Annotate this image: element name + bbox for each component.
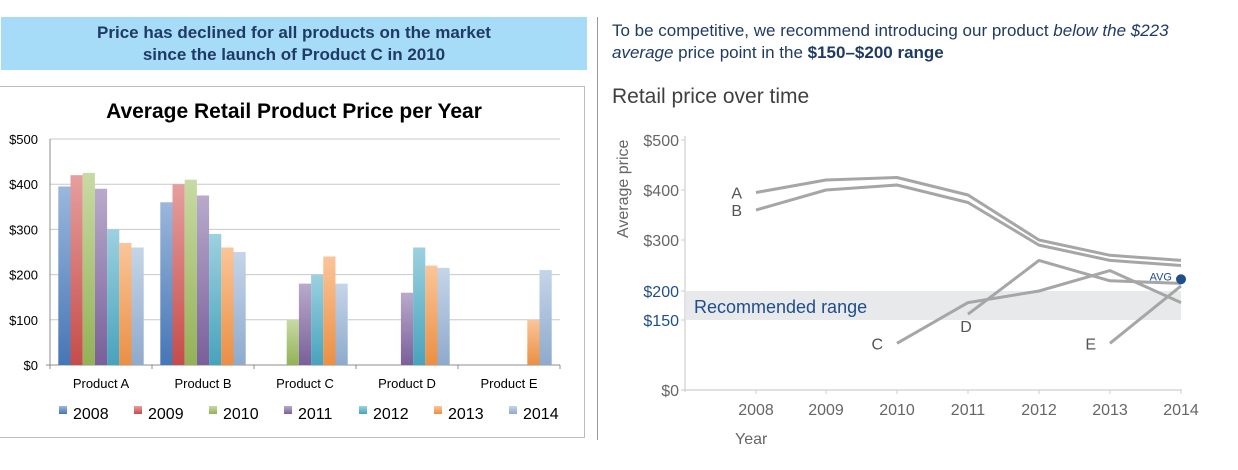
legend-label: 2011 bbox=[298, 406, 333, 423]
x-tick-label: Product A bbox=[73, 376, 130, 391]
y-tick-label: $500 bbox=[9, 132, 38, 147]
rec-text-bold: $150–$200 range bbox=[807, 43, 944, 62]
y-tick-label: $150 bbox=[643, 313, 679, 330]
bar bbox=[131, 247, 144, 365]
bar bbox=[233, 252, 246, 365]
y-tick-label: $500 bbox=[643, 133, 679, 150]
bar bbox=[82, 172, 95, 365]
x-tick-label: 2010 bbox=[879, 402, 915, 419]
bar-chart: Average Retail Product Price per Year $0… bbox=[9, 100, 561, 423]
legend-label: 2012 bbox=[373, 406, 409, 423]
bar bbox=[184, 179, 197, 365]
y-tick-label: $0 bbox=[661, 383, 679, 400]
x-axis-title: Year bbox=[735, 431, 768, 448]
bar bbox=[425, 265, 438, 365]
series-line bbox=[755, 176, 1182, 262]
legend-swatch bbox=[134, 406, 142, 414]
y-tick-label: $0 bbox=[24, 358, 38, 373]
bar bbox=[311, 274, 324, 365]
x-tick-label: Product D bbox=[378, 376, 436, 391]
panel-divider bbox=[597, 17, 598, 440]
headline-banner: Price has declined for all products on t… bbox=[1, 17, 587, 70]
series-label: C bbox=[871, 336, 883, 353]
bar bbox=[107, 229, 120, 365]
bar bbox=[221, 247, 234, 365]
x-tick-label: 2013 bbox=[1092, 402, 1128, 419]
legend-swatch bbox=[284, 406, 292, 414]
x-tick-label: Product E bbox=[480, 376, 537, 391]
line-chart-title: Retail price over time bbox=[612, 85, 810, 108]
bar bbox=[70, 175, 83, 365]
x-tick-label: Product C bbox=[276, 376, 334, 391]
bar bbox=[286, 319, 299, 365]
series-label: D bbox=[960, 319, 972, 336]
avg-label: AVG bbox=[1150, 271, 1172, 283]
series-line bbox=[755, 183, 1182, 267]
rec-text-1: To be competitive, we recommend introduc… bbox=[612, 21, 1054, 40]
y-tick-label: $300 bbox=[643, 233, 679, 250]
legend-swatch bbox=[509, 406, 517, 414]
y-tick-label: $100 bbox=[9, 313, 38, 328]
x-tick-label: 2009 bbox=[808, 402, 844, 419]
y-tick-label: $400 bbox=[9, 177, 38, 192]
x-tick-label: Product B bbox=[174, 376, 231, 391]
bar bbox=[119, 242, 132, 365]
line-chart: Recommended range $0 $150 $200 $300 $400 $500… bbox=[615, 133, 1199, 448]
legend-swatch bbox=[209, 406, 217, 414]
bar bbox=[323, 256, 336, 365]
y-tick-label: $300 bbox=[9, 222, 38, 237]
rec-text-2: price point in the bbox=[673, 43, 808, 62]
legend-swatch bbox=[59, 406, 67, 414]
x-tick-label: 2008 bbox=[738, 402, 774, 419]
x-tick-label: 2011 bbox=[951, 402, 986, 419]
bar bbox=[298, 283, 312, 365]
series-line bbox=[1109, 284, 1182, 345]
x-tick-label: 2012 bbox=[1021, 402, 1057, 419]
y-tick-label: $200 bbox=[643, 284, 679, 301]
series-label: A bbox=[731, 186, 742, 203]
bar bbox=[437, 267, 450, 365]
bar bbox=[527, 319, 540, 365]
legend-swatch bbox=[359, 406, 367, 414]
y-tick-label: $400 bbox=[643, 183, 679, 200]
x-tick-label: 2014 bbox=[1163, 402, 1199, 419]
bar bbox=[335, 283, 348, 365]
y-axis-title: Average price bbox=[615, 139, 632, 238]
headline-line-2: since the launch of Product C in 2010 bbox=[142, 44, 446, 64]
avg-marker bbox=[1176, 274, 1186, 285]
rec-text-italic: below the $223 average bbox=[612, 21, 1169, 62]
bar bbox=[196, 195, 210, 365]
bar bbox=[172, 184, 185, 365]
bar bbox=[413, 247, 426, 365]
bar-chart-frame bbox=[0, 86, 585, 438]
legend-label: 2010 bbox=[223, 406, 259, 423]
legend-label: 2013 bbox=[448, 406, 484, 423]
headline-line-1: Price has declined for all products on t… bbox=[97, 22, 491, 42]
bar bbox=[539, 270, 552, 365]
y-tick-label: $200 bbox=[9, 268, 38, 283]
series-line bbox=[967, 258, 1182, 316]
legend-label: 2009 bbox=[148, 406, 184, 423]
legend-label: 2008 bbox=[73, 406, 109, 423]
series-label: B bbox=[731, 203, 742, 220]
bar bbox=[160, 202, 173, 365]
recommended-range-band bbox=[686, 291, 1181, 320]
bar bbox=[58, 186, 71, 365]
bar bbox=[94, 188, 108, 365]
legend-label: 2014 bbox=[523, 406, 559, 423]
bar bbox=[400, 292, 414, 365]
recommendation-text: To be competitive, we recommend introduc… bbox=[612, 20, 1212, 64]
bar bbox=[209, 233, 222, 365]
legend-swatch bbox=[434, 406, 442, 414]
bar-chart-title: Average Retail Product Price per Year bbox=[106, 100, 482, 123]
series-label: E bbox=[1085, 336, 1096, 353]
recommended-range-label: Recommended range bbox=[694, 297, 867, 317]
